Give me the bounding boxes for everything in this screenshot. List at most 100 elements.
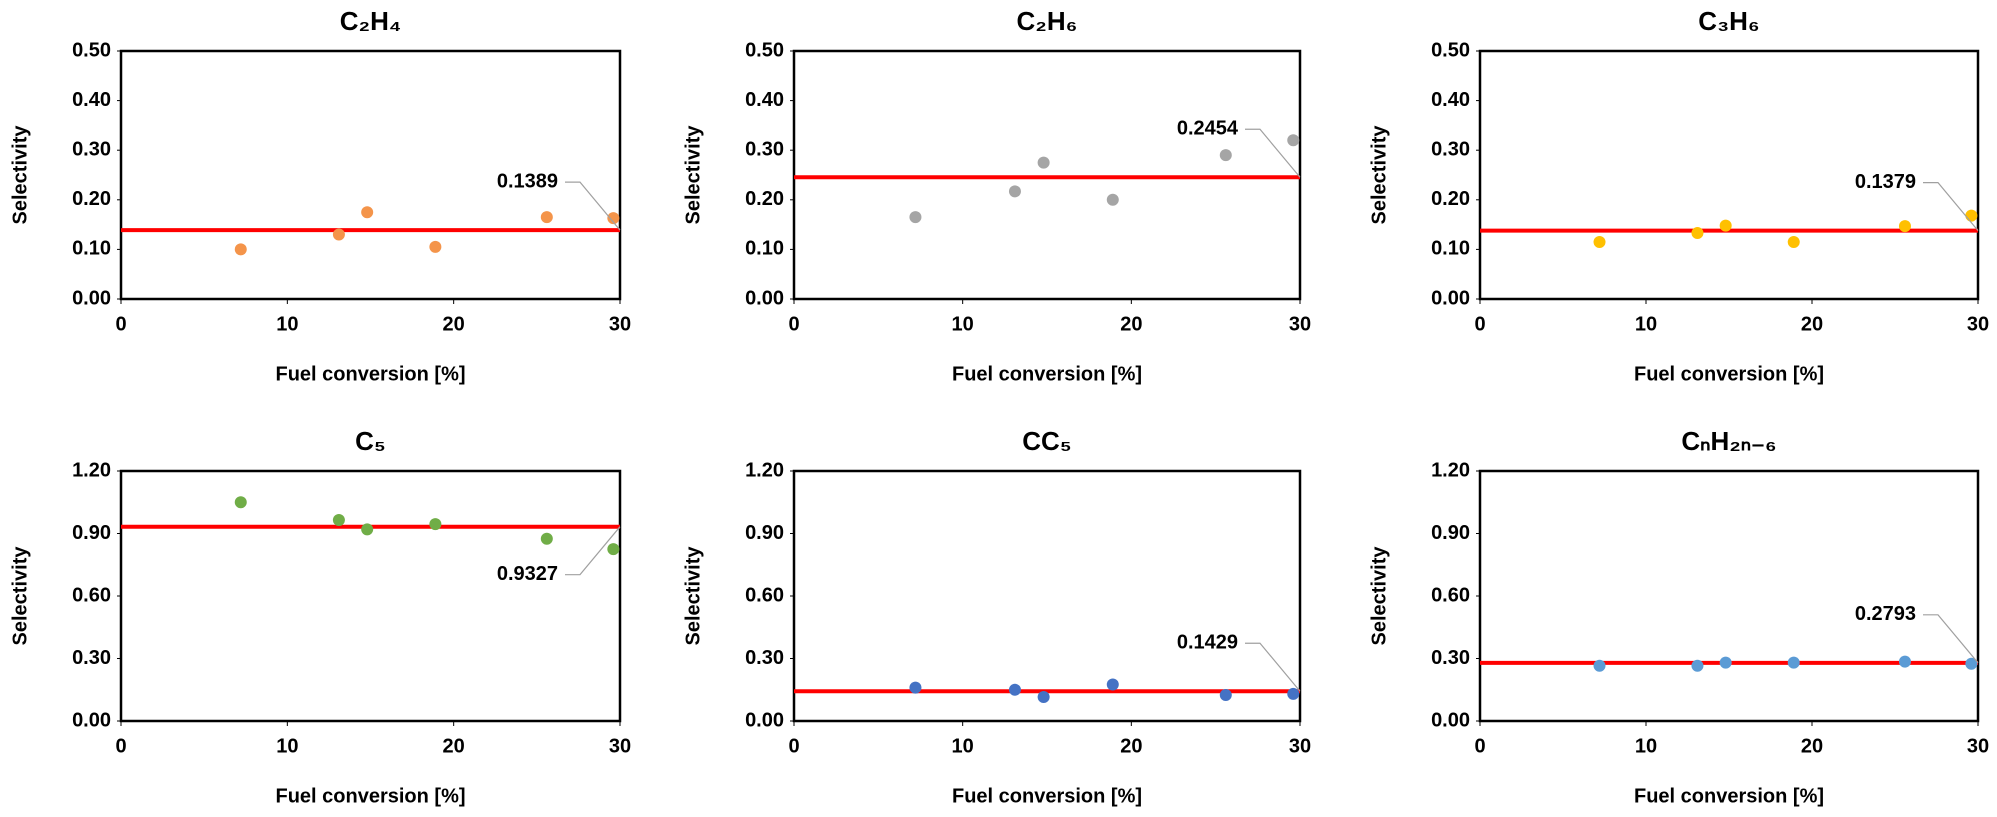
x-tick-label: 30: [1967, 313, 1989, 335]
x-axis-label: Fuel conversion [%]: [1634, 363, 1824, 385]
y-tick-label: 0.30: [1431, 647, 1470, 669]
y-axis-label: Selectivity: [682, 546, 704, 646]
x-tick-label: 30: [609, 313, 631, 335]
x-axis-label: Fuel conversion [%]: [1634, 785, 1824, 807]
annotation-leader: [1923, 614, 1979, 664]
data-point: [540, 211, 553, 224]
x-tick-label: 0: [115, 313, 126, 335]
data-point: [1898, 655, 1911, 668]
y-tick-label: 0.40: [745, 89, 784, 111]
y-tick-label: 0.00: [72, 709, 111, 731]
x-tick-label: 10: [952, 735, 974, 757]
x-tick-label: 0: [115, 735, 126, 757]
data-point: [1106, 678, 1119, 691]
x-tick-label: 20: [1120, 735, 1142, 757]
data-point: [332, 228, 345, 241]
data-point: [1691, 659, 1704, 672]
y-tick-label: 0.00: [745, 709, 784, 731]
chart-title: C₂H₄: [340, 6, 402, 36]
data-point: [234, 243, 247, 256]
mean-annotation: 0.1389: [497, 170, 558, 192]
data-point: [1593, 659, 1606, 672]
data-point: [1008, 185, 1021, 198]
data-point: [1037, 691, 1050, 704]
data-point: [909, 681, 922, 694]
plot-frame: [1478, 469, 1980, 723]
y-tick-label: 0.50: [72, 39, 111, 61]
data-point: [909, 211, 922, 224]
plot-frame: [119, 49, 622, 301]
plot-frame: [119, 469, 622, 723]
annotation-leader: [1923, 182, 1979, 231]
x-tick-label: 20: [443, 313, 465, 335]
data-point: [429, 518, 442, 531]
data-point: [1965, 657, 1978, 670]
mean-annotation: 0.9327: [497, 563, 558, 585]
data-point: [1691, 227, 1704, 240]
y-tick-label: 0.90: [745, 522, 784, 544]
y-tick-label: 0.00: [745, 287, 784, 309]
data-point: [429, 240, 442, 253]
chart-title: C₂H₆: [1017, 6, 1078, 36]
y-tick-label: 1.20: [72, 459, 111, 481]
x-tick-label: 20: [1120, 313, 1142, 335]
chart-title: CₙH₂ₙ₋₆: [1681, 426, 1776, 456]
chart-title: C₃H₆: [1698, 6, 1759, 36]
y-tick-label: 0.10: [72, 238, 111, 260]
x-tick-label: 0: [788, 313, 799, 335]
data-point: [1219, 149, 1232, 162]
y-axis-label: Selectivity: [1368, 125, 1390, 225]
y-tick-label: 1.20: [1431, 459, 1470, 481]
x-tick-label: 30: [1289, 313, 1311, 335]
y-tick-label: 0.50: [745, 39, 784, 61]
mean-annotation: 0.2454: [1177, 118, 1239, 140]
mean-annotation: 0.1379: [1855, 171, 1916, 193]
plot-frame: [1478, 49, 1980, 301]
y-tick-label: 0.20: [72, 188, 111, 210]
data-point: [361, 523, 374, 536]
y-tick-label: 0.30: [72, 647, 111, 669]
data-point: [1787, 656, 1800, 669]
x-tick-label: 10: [276, 313, 298, 335]
annotation-leader: [1245, 128, 1301, 178]
data-point: [1719, 656, 1732, 669]
y-tick-label: 0.20: [745, 188, 784, 210]
y-tick-label: 0.10: [1431, 238, 1470, 260]
y-tick-label: 0.60: [72, 584, 111, 606]
x-tick-label: 10: [276, 735, 298, 757]
x-tick-label: 10: [1635, 313, 1657, 335]
annotation-leader: [565, 526, 621, 576]
x-axis-label: Fuel conversion [%]: [275, 785, 465, 807]
y-tick-label: 0.20: [1431, 188, 1470, 210]
y-axis-label: Selectivity: [1368, 546, 1390, 646]
x-tick-label: 30: [1967, 735, 1989, 757]
y-tick-label: 0.00: [1431, 287, 1470, 309]
data-point: [1008, 683, 1021, 696]
x-tick-label: 0: [788, 735, 799, 757]
mean-annotation: 0.2793: [1855, 603, 1916, 625]
x-tick-label: 20: [1801, 735, 1823, 757]
data-point: [1106, 193, 1119, 206]
plot-frame: [792, 469, 1302, 723]
data-point: [1287, 134, 1300, 147]
y-axis-label: Selectivity: [9, 125, 31, 225]
x-tick-label: 10: [1635, 735, 1657, 757]
y-axis-label: Selectivity: [682, 125, 704, 225]
data-point: [1719, 219, 1732, 232]
x-axis-label: Fuel conversion [%]: [952, 785, 1142, 807]
y-tick-label: 0.60: [1431, 584, 1470, 606]
data-point: [234, 496, 247, 509]
data-point: [1219, 688, 1232, 701]
y-tick-label: 0.30: [72, 138, 111, 160]
x-tick-label: 20: [1801, 313, 1823, 335]
x-tick-label: 30: [1289, 735, 1311, 757]
y-tick-label: 0.40: [72, 89, 111, 111]
data-point: [607, 543, 620, 556]
data-point: [1898, 220, 1911, 233]
y-tick-label: 0.60: [745, 584, 784, 606]
data-point: [332, 513, 345, 526]
x-axis-label: Fuel conversion [%]: [275, 363, 465, 385]
data-point: [1593, 235, 1606, 248]
y-tick-label: 0.30: [745, 138, 784, 160]
plot-frame: [792, 49, 1302, 301]
